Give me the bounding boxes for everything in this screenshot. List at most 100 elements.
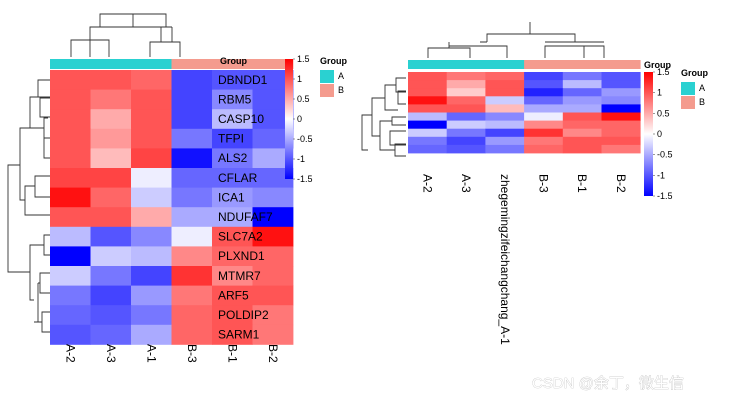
heatmap-cell <box>50 89 91 110</box>
group-annotation-cell <box>446 60 486 69</box>
row-labels-left: DBNDD1 RBM5 CASP10 TFPI ALS2 CFLAR ICA1 NDUFAF7… <box>218 73 273 342</box>
heatmap-cell <box>171 285 213 306</box>
heatmap-cell <box>90 246 132 267</box>
color-scale-left: 1.5 1 0.5 0 -0.5 -1 -1.5 <box>285 54 313 184</box>
heatmap-cell <box>408 96 448 105</box>
heatmap-cell <box>212 285 253 306</box>
heatmap-cell <box>485 72 525 81</box>
heatmap-cell <box>524 136 564 146</box>
heatmap-cell <box>131 168 172 188</box>
column-labels-right: A-2 A-3 zhegemingzifeichangchang_A-1 B-3 B-1… <box>420 174 627 345</box>
heatmap-cell <box>171 89 213 110</box>
heatmap-cell <box>408 120 448 130</box>
heatmap-cell <box>446 80 486 89</box>
color-scale-tick-label: -1.5 <box>297 174 313 184</box>
heatmap-cell <box>50 187 91 208</box>
heatmap-cell <box>50 207 91 228</box>
heatmap-cell <box>524 112 564 121</box>
heatmap-cell <box>131 70 172 90</box>
heatmap-cell <box>131 207 172 228</box>
row-label: ICA1 <box>218 190 245 204</box>
heatmap-cell <box>212 168 253 188</box>
heatmap-cell <box>131 266 172 286</box>
color-scale-tick-label: 0.5 <box>657 108 670 118</box>
heatmap-cell <box>90 148 132 169</box>
heatmap-cell <box>252 305 294 326</box>
column-dendrogram-right <box>427 22 605 58</box>
column-label: zhegemingzifeichangchang_A-1 <box>498 174 512 345</box>
heatmap-cell <box>131 285 172 306</box>
legend-title: Group <box>681 68 708 78</box>
color-scale-tick-label: 1.5 <box>297 54 310 64</box>
heatmap-cell <box>171 70 213 90</box>
heatmap-cell <box>562 80 602 89</box>
row-label: SARM1 <box>218 328 260 342</box>
legend-label: A <box>338 71 344 81</box>
heatmap-cell <box>601 128 641 138</box>
heatmap-cell <box>408 144 448 154</box>
legend-label: B <box>699 97 705 107</box>
group-annotation-cell <box>485 60 525 69</box>
heatmap-cell <box>252 148 294 169</box>
row-label: CFLAR <box>218 171 258 185</box>
heatmap-cell <box>131 109 172 130</box>
heatmap-cell <box>562 104 602 113</box>
heatmap-cell <box>90 109 132 130</box>
column-label: A-2 <box>63 344 77 363</box>
heatmap-cell <box>408 128 448 138</box>
heatmap-cell <box>446 88 486 97</box>
heatmap-cell <box>212 109 253 130</box>
column-label: A-1 <box>144 344 158 363</box>
heatmap-cell <box>171 128 213 149</box>
column-label: A-2 <box>420 174 434 193</box>
heatmap-cell <box>212 128 253 149</box>
row-dendrogram-right <box>361 77 406 157</box>
heatmap-cell <box>408 72 448 81</box>
group-annotation-bar-left <box>50 59 294 69</box>
heatmap-cell <box>252 285 294 306</box>
group-annotation-bar-right <box>408 60 641 69</box>
column-label: B-1 <box>575 174 589 193</box>
heatmap-cell <box>50 148 91 169</box>
color-scale-tick-label: 0 <box>297 114 302 124</box>
heatmap-cell <box>131 128 172 149</box>
color-scale-tick-label: -1 <box>297 154 305 164</box>
group-annotation-cell <box>131 59 172 69</box>
color-scale-tick-label: 1 <box>657 88 662 98</box>
heatmap-cell <box>524 96 564 105</box>
annotation-title-left: Group <box>220 56 247 66</box>
heatmap-cell <box>50 70 91 90</box>
heatmap-cell <box>252 246 294 267</box>
color-scale-tick-label: -0.5 <box>297 134 313 144</box>
heatmap-cell <box>171 168 213 188</box>
heatmap-cell <box>90 266 132 286</box>
heatmap-cell <box>601 72 641 81</box>
heatmap-cell <box>562 112 602 121</box>
heatmap-cell <box>131 226 172 247</box>
group-annotation-cell <box>171 59 213 69</box>
heatmap-right: Group A-2 A-3 zhegemingzifeichangchang_A-1… <box>361 22 708 345</box>
heatmap-cell <box>252 168 294 188</box>
column-dendrogram-left <box>70 13 181 57</box>
legend-swatch <box>320 70 334 83</box>
column-label: A-3 <box>104 344 118 363</box>
heatmap-cell <box>50 128 91 149</box>
column-labels-left: A-2 A-3 A-1 B-3 B-1 B-2 <box>63 344 280 363</box>
heatmap-cell <box>252 266 294 286</box>
color-scale-tick-label: 0 <box>657 129 662 139</box>
heatmap-cell <box>252 109 294 130</box>
heatmap-cell <box>562 120 602 130</box>
heatmap-cell <box>90 285 132 306</box>
heatmap-cell <box>562 128 602 138</box>
heatmap-cell <box>601 144 641 154</box>
heatmap-cell <box>50 168 91 188</box>
heatmap-cell <box>562 88 602 97</box>
heatmap-cell <box>562 96 602 105</box>
heatmap-cell <box>90 168 132 188</box>
row-label: ARF5 <box>218 288 249 302</box>
heatmap-cell <box>50 285 91 306</box>
group-annotation-cell <box>50 59 91 69</box>
heatmap-cell <box>524 104 564 113</box>
heatmap-cell <box>212 226 253 247</box>
